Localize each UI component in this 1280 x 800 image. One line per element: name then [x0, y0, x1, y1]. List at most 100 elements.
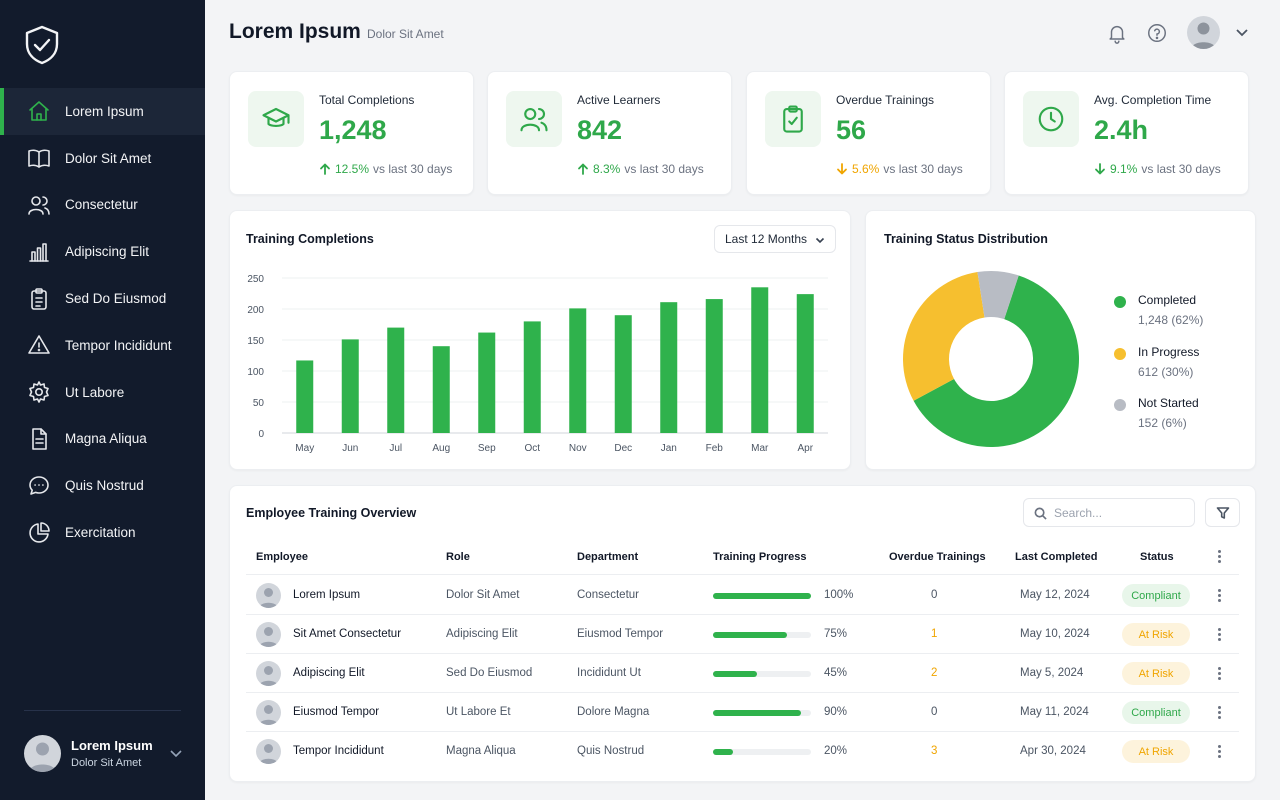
column-header-employee[interactable]: Employee [256, 551, 308, 563]
trend-text: vs last 30 days [1141, 162, 1221, 176]
sidebar-item-exercitation[interactable]: Exercitation [0, 509, 205, 556]
employee-table-card: Employee Training Overview Employee Role… [229, 485, 1256, 782]
trend-percent: 12.5% [335, 162, 370, 176]
more-vertical-icon[interactable] [1213, 626, 1225, 644]
avatar[interactable] [1187, 16, 1220, 49]
slice-completed[interactable] [913, 275, 1079, 447]
bar-jul[interactable] [387, 327, 405, 433]
column-header-role[interactable]: Role [446, 551, 470, 563]
x-tick-label: Sep [478, 443, 496, 454]
table-row[interactable]: Lorem Ipsum Dolor Sit Amet Consectetur 100%… [246, 576, 1239, 615]
legend-label: In Progress [1138, 344, 1200, 359]
sidebar-item-adipiscing-elit[interactable]: Adipiscing Elit [0, 228, 205, 275]
employee-department: Consectetur [577, 589, 640, 601]
progress-bar-fill [713, 671, 758, 677]
more-vertical-icon[interactable] [1213, 743, 1225, 761]
more-vertical-icon[interactable] [1213, 548, 1225, 566]
employee-name[interactable]: Eiusmod Tempor [293, 706, 380, 718]
bar-feb[interactable] [705, 299, 723, 433]
chevron-down-icon[interactable] [168, 745, 184, 761]
employee-name[interactable]: Sit Amet Consectetur [293, 628, 402, 640]
sidebar-item-ut-labore[interactable]: Ut Labore [0, 369, 205, 416]
x-tick-label: Oct [524, 443, 540, 454]
progress-bar [713, 593, 811, 599]
chevron-down-icon[interactable] [1235, 25, 1249, 39]
kpi-label: Total Completions [319, 93, 415, 107]
table-row[interactable]: Eiusmod Tempor Ut Labore Et Dolore Magna 90… [246, 693, 1239, 732]
kpi-card-total-completions: Total Completions 1,248 12.5% vs last 30 da… [229, 71, 474, 195]
kpi-trend: 12.5% vs last 30 days [319, 162, 452, 176]
bar-apr[interactable] [796, 294, 814, 433]
sidebar-item-tempor-incididunt[interactable]: Tempor Incididunt [0, 322, 205, 369]
bar-oct[interactable] [523, 321, 541, 433]
search-icon [1034, 507, 1047, 520]
sidebar-nav: Lorem Ipsum Dolor Sit Amet Consectetur Adip… [0, 88, 205, 556]
overdue-count: 1 [931, 628, 938, 640]
overdue-count: 0 [931, 589, 938, 601]
bell-icon[interactable] [1106, 22, 1128, 44]
search-input-wrapper[interactable] [1023, 498, 1195, 527]
filter-button[interactable] [1205, 498, 1240, 527]
legend-item-not-started: Not Started 152 (6%) [1114, 396, 1203, 448]
more-vertical-icon[interactable] [1213, 704, 1225, 722]
clipboard-icon [26, 286, 52, 312]
last-completed-date: May 5, 2024 [1020, 667, 1084, 679]
sidebar-item-lorem-ipsum[interactable]: Lorem Ipsum [0, 88, 205, 135]
bar-jan[interactable] [660, 302, 678, 433]
clock-icon [1023, 91, 1079, 147]
employee-name[interactable]: Adipiscing Elit [293, 667, 365, 679]
x-tick-label: Nov [569, 443, 587, 454]
arrow-down-icon [1095, 163, 1105, 175]
pie-chart-icon [26, 520, 52, 546]
chevron-down-icon [815, 237, 825, 244]
help-icon[interactable] [1146, 22, 1168, 44]
sidebar-item-label: Consectetur [65, 197, 138, 213]
employee-name[interactable]: Tempor Incididunt [293, 745, 384, 757]
home-icon [26, 98, 52, 124]
column-header-department[interactable]: Department [577, 551, 639, 563]
sidebar-item-consectetur[interactable]: Consectetur [0, 182, 205, 229]
kpi-trend: 9.1% vs last 30 days [1094, 162, 1221, 176]
table-title: Employee Training Overview [246, 506, 417, 520]
employee-name[interactable]: Lorem Ipsum [293, 589, 361, 601]
sidebar-item-dolor-sit-amet[interactable]: Dolor Sit Amet [0, 135, 205, 182]
more-vertical-icon[interactable] [1213, 587, 1225, 605]
y-tick-label: 250 [247, 274, 264, 285]
progress-bar-fill [713, 749, 733, 755]
sidebar-item-magna-aliqua[interactable]: Magna Aliqua [0, 416, 205, 463]
bar-nov[interactable] [569, 308, 587, 433]
period-select[interactable]: Last 12 Months [714, 225, 836, 253]
last-completed-date: Apr 30, 2024 [1020, 745, 1086, 757]
users-icon [506, 91, 562, 147]
search-input[interactable] [1054, 505, 1184, 520]
sidebar-item-label: Adipiscing Elit [65, 244, 150, 260]
sidebar-item-sed-do-eiusmod[interactable]: Sed Do Eiusmod [0, 275, 205, 322]
user-profile[interactable]: Lorem Ipsum Dolor Sit Amet [24, 733, 184, 773]
more-vertical-icon[interactable] [1213, 665, 1225, 683]
table-row[interactable]: Sit Amet Consectetur Adipiscing Elit Eiusm… [246, 615, 1239, 654]
sidebar-item-quis-nostrud[interactable]: Quis Nostrud [0, 462, 205, 509]
overdue-count: 2 [931, 667, 938, 679]
slice-not-started[interactable] [977, 271, 1019, 320]
sidebar-item-label: Quis Nostrud [65, 478, 144, 494]
bar-sep[interactable] [478, 332, 496, 433]
bar-aug[interactable] [432, 346, 450, 433]
column-header-status[interactable]: Status [1140, 551, 1174, 563]
bar-mar[interactable] [751, 287, 769, 433]
slice-in-progress[interactable] [903, 272, 985, 401]
table-row[interactable]: Adipiscing Elit Sed Do Eiusmod Incididunt … [246, 654, 1239, 693]
book-open-icon [26, 145, 52, 171]
kpi-value: 1,248 [319, 115, 387, 145]
bar-jun[interactable] [341, 339, 359, 433]
shield-check-logo-icon[interactable] [24, 25, 60, 65]
arrow-up-icon [320, 163, 330, 175]
avatar [256, 583, 281, 608]
overdue-count: 3 [931, 745, 938, 757]
column-header-overdue-trainings[interactable]: Overdue Trainings [889, 551, 986, 563]
bar-dec[interactable] [614, 315, 632, 433]
table-row[interactable]: Tempor Incididunt Magna Aliqua Quis Nostru… [246, 732, 1239, 771]
bar-may[interactable] [296, 360, 314, 433]
avatar [256, 739, 281, 764]
column-header-training-progress[interactable]: Training Progress [713, 551, 807, 563]
column-header-last-completed[interactable]: Last Completed [1015, 551, 1098, 563]
